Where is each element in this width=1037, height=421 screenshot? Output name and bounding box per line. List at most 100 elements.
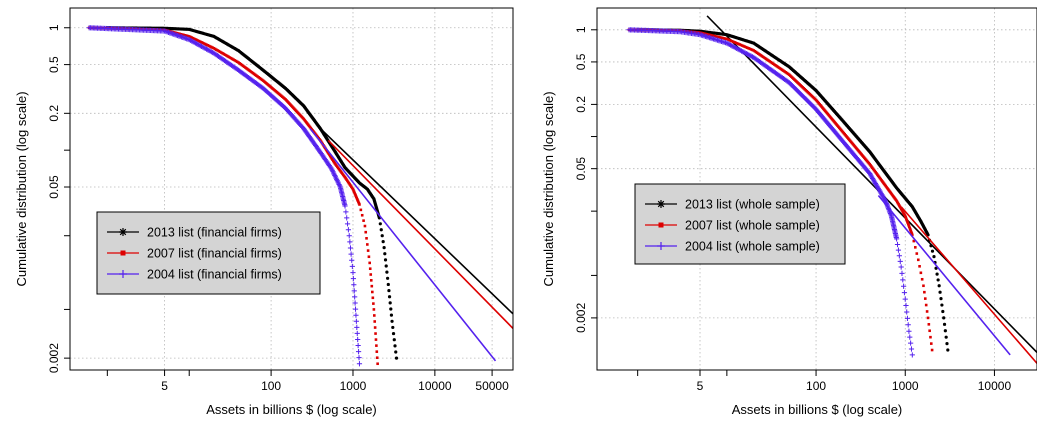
data-point [905,218,909,222]
data-point [721,36,725,40]
y-axis-label: Cumulative distribution (log scale) [14,91,29,286]
y-tick-label: 0.5 [47,56,61,73]
data-point [387,295,392,299]
data-point [372,302,375,305]
data-point [911,233,914,237]
series-asterisk [105,26,514,360]
data-point [355,336,361,343]
data-point [923,297,927,300]
y-tick-label: 0.002 [47,343,61,373]
fit-line [877,195,1011,356]
data-point [929,244,933,248]
data-point [394,356,399,360]
data-point [183,34,187,37]
data-point [371,296,375,300]
data-point [905,322,911,328]
x-axis-label: Assets in billions $ (log scale) [732,402,903,417]
data-point [362,219,365,222]
data-point [352,306,359,312]
y-tick-label: 0.2 [574,96,588,113]
legend-marker [658,222,664,228]
data-point [937,284,941,288]
data-point [714,35,718,38]
data-point [908,226,912,230]
data-point [376,362,379,366]
data-point [906,328,912,334]
legend-label: 2004 list (whole sample) [685,240,820,254]
legend-marker [657,242,665,250]
data-point [350,269,356,276]
data-point [944,335,948,339]
data-point [946,348,950,352]
y-tick-label: 0.5 [574,53,588,70]
data-point [928,329,931,333]
data-point [384,264,388,268]
data-point [912,239,916,243]
data-point [900,277,906,283]
data-point [355,342,361,349]
data-point [720,36,723,40]
data-point [351,282,357,288]
data-point [386,282,390,287]
data-point [366,243,369,246]
data-point [374,338,378,341]
data-point [346,233,352,239]
data-point [354,324,360,330]
data-point [910,232,914,235]
data-point [392,338,396,342]
x-axis-label: Assets in billions $ (log scale) [206,402,377,417]
data-point [372,314,376,317]
data-point [373,326,377,329]
legend-label: 2013 list (whole sample) [685,198,820,212]
data-point [710,34,714,37]
data-point [374,332,377,335]
data-point [929,342,933,345]
data-point [724,37,727,40]
y-tick-label: 1 [47,24,61,31]
data-point [378,222,382,226]
data-point [352,294,358,300]
data-point [344,215,350,221]
data-point [366,249,370,252]
data-point [182,33,186,37]
fit-line [900,206,1037,364]
data-point [390,319,394,323]
data-point [343,209,349,215]
data-point [347,239,353,245]
data-point [391,325,395,330]
data-point [352,300,358,306]
data-point [385,270,389,274]
x-tick-label: 5 [161,379,168,393]
y-tick-label: 1 [574,26,588,33]
data-point [930,348,934,352]
data-point [943,329,947,333]
plot-frame [69,7,514,371]
data-point [924,303,928,307]
data-point [941,309,945,314]
data-point [903,302,909,309]
data-point [904,315,911,321]
data-point [906,222,910,226]
data-point [903,214,907,218]
data-point [898,264,904,270]
data-point [904,216,908,219]
data-point [925,310,929,313]
data-point [910,230,913,234]
x-tick-label: 10000 [418,379,452,393]
data-point [918,265,921,268]
data-point [920,277,924,281]
y-tick-label: 0.05 [574,157,588,181]
data-point [369,279,373,282]
x-tick-label: 50000 [475,379,509,393]
data-point [894,241,901,248]
fit-line [319,128,514,315]
data-point [354,330,360,337]
legend: 2013 list (financial firms) 2007 list (fi… [96,211,321,295]
x-tick-label: 1000 [892,379,919,393]
data-point [939,297,943,301]
data-point [356,355,362,361]
data-point [393,344,397,348]
data-point [927,323,931,326]
data-point [371,290,374,294]
